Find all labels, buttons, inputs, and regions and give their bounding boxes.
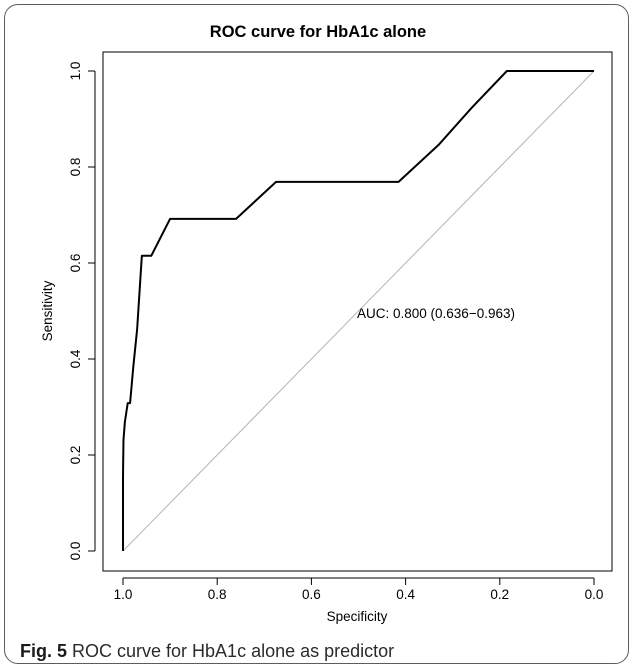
- y-tick-label: 0.8: [68, 158, 83, 177]
- x-tick-label: 0.2: [490, 587, 509, 602]
- x-tick-label: 0.8: [208, 587, 227, 602]
- y-tick-label: 1.0: [68, 62, 83, 81]
- caption-label: Fig. 5: [20, 641, 68, 661]
- y-tick-label: 0.2: [68, 446, 83, 465]
- caption-text: ROC curve for HbA1c alone as predictor: [67, 641, 395, 661]
- figure-frame: [4, 4, 629, 664]
- auc-annotation: AUC: 0.800 (0.636−0.963): [357, 306, 515, 321]
- chart-title: ROC curve for HbA1c alone: [210, 23, 426, 41]
- x-tick-label: 1.0: [114, 587, 133, 602]
- x-tick-label: 0.4: [396, 587, 415, 602]
- roc-chart: ROC curve for HbA1c alone 1.0 0.8 0.6 0.4 0.…: [40, 23, 613, 624]
- y-tick-label: 0.4: [68, 349, 83, 368]
- plot-box: [102, 51, 613, 572]
- x-tick-label: 0.6: [302, 587, 321, 602]
- roc-curve-line: [122, 70, 594, 551]
- x-axis-label: Specificity: [327, 609, 388, 624]
- y-axis-label: Sensitivity: [40, 280, 55, 341]
- reference-diagonal: [122, 70, 595, 552]
- y-tick-label: 0.6: [68, 254, 83, 273]
- figure-caption: Fig. 5 ROC curve for HbA1c alone as pred…: [20, 641, 394, 662]
- y-tick-label: 0.0: [68, 542, 83, 561]
- x-tick-label: 0.0: [585, 587, 604, 602]
